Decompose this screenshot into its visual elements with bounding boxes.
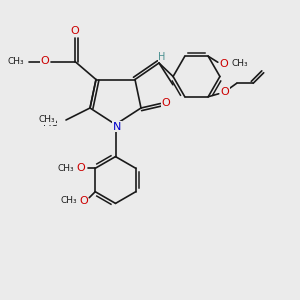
Text: Me: Me — [43, 118, 58, 128]
Text: N: N — [113, 122, 121, 132]
Text: CH₃: CH₃ — [39, 116, 56, 124]
Text: O: O — [220, 87, 229, 97]
Text: CH₃: CH₃ — [8, 57, 24, 66]
Text: H: H — [158, 52, 166, 62]
Text: CH₃: CH₃ — [232, 59, 248, 68]
Text: O: O — [79, 196, 88, 206]
Text: CH₃: CH₃ — [58, 164, 74, 173]
Text: O: O — [76, 163, 85, 173]
Text: O: O — [220, 59, 228, 69]
Text: O: O — [41, 56, 50, 67]
Text: O: O — [161, 98, 170, 109]
Text: CH₃: CH₃ — [61, 196, 77, 205]
Text: O: O — [70, 26, 80, 37]
